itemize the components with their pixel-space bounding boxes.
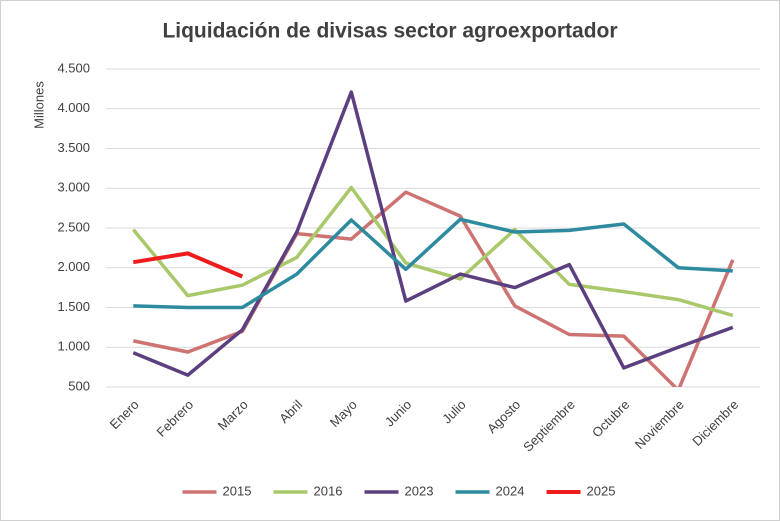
legend-label: 2025 <box>587 483 616 498</box>
series-line <box>132 190 735 387</box>
y-tick-label: 2.500 <box>57 219 90 234</box>
chart-title: Liquidación de divisas sector agroexport… <box>162 20 617 43</box>
y-tick-label: 1.500 <box>57 299 90 314</box>
legend-label: 2024 <box>496 483 525 498</box>
y-axis-label: Millones <box>31 81 46 129</box>
y-tick-label: 3.500 <box>57 140 90 155</box>
y-tick-label: 1.000 <box>57 339 90 354</box>
y-tick-label: 3.000 <box>57 180 90 195</box>
series-line <box>131 185 734 318</box>
y-tick-label: 500 <box>68 378 90 393</box>
y-tick-label: 2.000 <box>57 259 90 274</box>
legend-label: 2016 <box>314 483 343 498</box>
series-line <box>132 251 244 279</box>
legend-label: 2023 <box>405 483 434 498</box>
series-line <box>132 90 734 377</box>
legend-label: 2015 <box>223 483 252 498</box>
y-tick-label: 4.000 <box>57 100 90 115</box>
series-line <box>133 217 733 310</box>
y-tick-label: 4.500 <box>57 60 90 75</box>
